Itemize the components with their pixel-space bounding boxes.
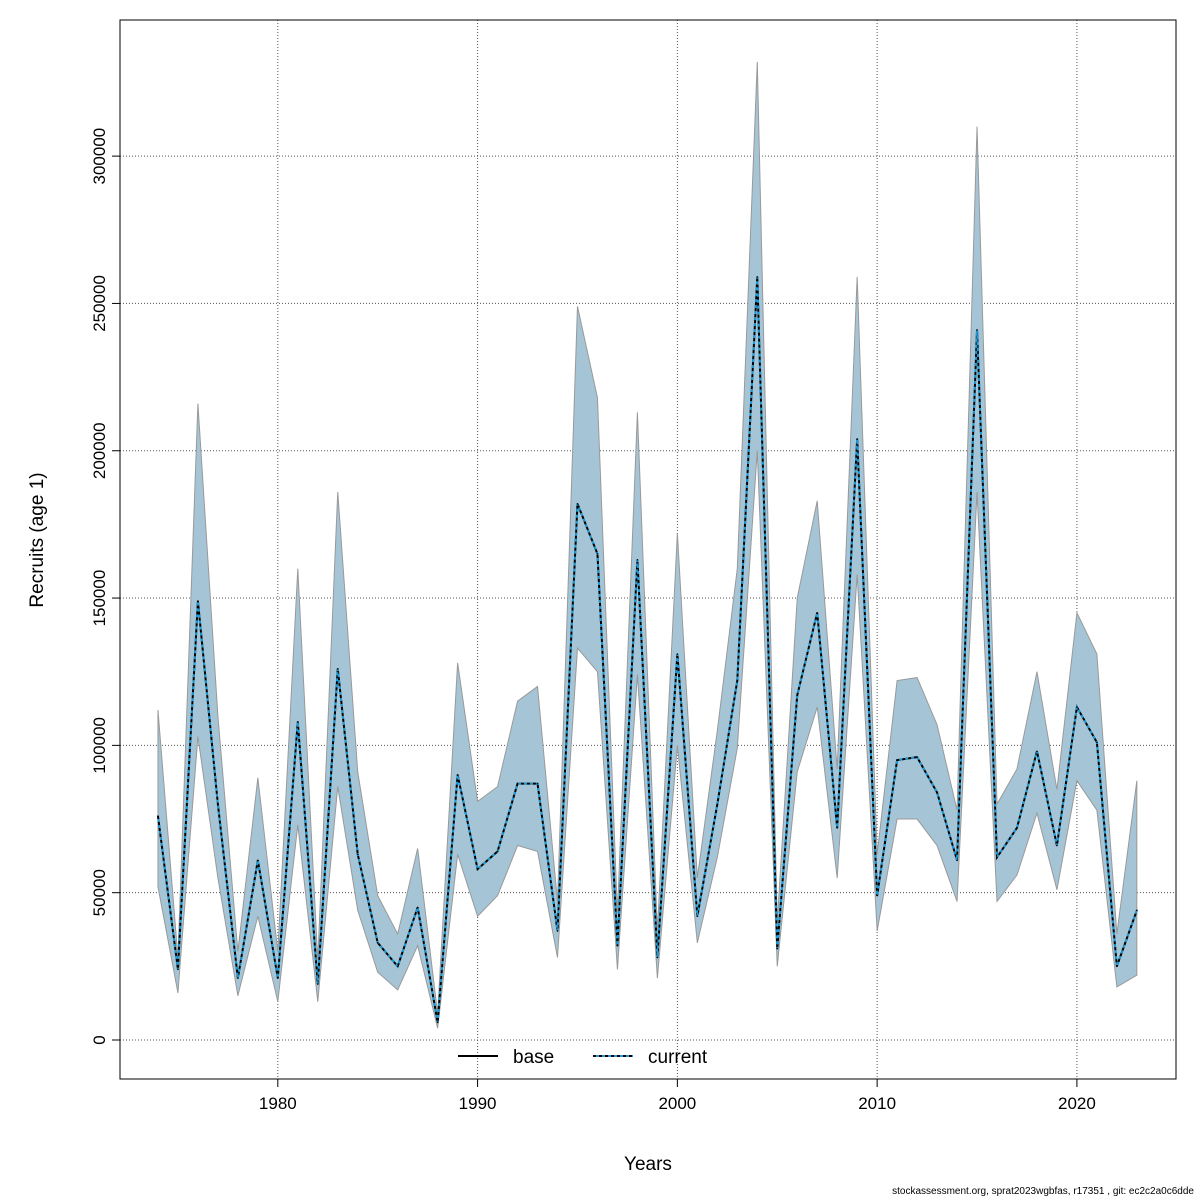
data-point	[257, 859, 259, 862]
plot-frame	[119, 19, 1177, 1080]
y-axis-label: Recruits (age 1)	[27, 472, 48, 607]
legend-base-label: base	[513, 1047, 554, 1068]
y-tick-label: 0	[90, 1035, 109, 1044]
data-point	[277, 977, 279, 979]
data-point	[716, 803, 719, 806]
data-point	[316, 983, 319, 985]
x-axis: 1980 1990 2000 2010 2020	[259, 1079, 1096, 1113]
data-point	[596, 553, 599, 555]
y-tick-label: 200000	[90, 422, 109, 479]
y-tick-label: 300000	[90, 128, 109, 185]
data-point	[1096, 741, 1098, 744]
series-lines	[156, 276, 1138, 1024]
data-point	[376, 941, 379, 944]
data-point	[1136, 909, 1138, 912]
y-tick-label: 150000	[90, 570, 109, 627]
data-point	[1056, 844, 1058, 847]
data-point	[217, 803, 219, 806]
grid	[120, 20, 1176, 1079]
data-point	[576, 502, 579, 505]
data-point	[436, 1021, 439, 1024]
x-axis-label: Years	[624, 1154, 672, 1175]
data-point	[336, 667, 339, 670]
data-point	[996, 856, 998, 859]
data-point	[756, 276, 759, 278]
y-tick-label: 250000	[90, 275, 109, 332]
data-point	[556, 930, 559, 932]
data-point	[916, 756, 918, 758]
legend-current-label: current	[648, 1047, 708, 1068]
confidence-band	[157, 61, 1138, 1029]
data-point	[157, 815, 159, 817]
data-point	[1076, 706, 1078, 708]
data-point	[1036, 750, 1038, 753]
x-tick-label: 2000	[658, 1094, 696, 1113]
x-tick-label: 2020	[1058, 1094, 1096, 1113]
data-point	[816, 611, 819, 614]
data-point	[696, 915, 699, 918]
data-point	[1016, 827, 1018, 829]
data-point	[356, 853, 359, 856]
data-point	[656, 956, 659, 959]
legend: base current	[458, 1047, 708, 1068]
x-tick-label: 2010	[858, 1094, 896, 1113]
data-point	[197, 600, 199, 602]
data-point	[1116, 965, 1118, 968]
data-point	[296, 720, 299, 723]
data-point	[776, 947, 779, 950]
data-point	[796, 694, 799, 697]
data-point	[836, 827, 838, 829]
data-point	[536, 782, 539, 785]
data-point	[636, 558, 639, 561]
data-point	[736, 679, 739, 682]
data-point	[976, 329, 978, 331]
data-point	[496, 850, 499, 853]
data-point	[237, 977, 239, 979]
y-axis: 0 50000 100000 150000 200000 250000 300000	[90, 128, 120, 1045]
data-point	[416, 906, 419, 909]
data-point	[676, 653, 679, 655]
data-point	[456, 774, 459, 776]
x-tick-label: 1980	[259, 1094, 297, 1113]
data-point	[616, 944, 619, 947]
data-point	[876, 894, 878, 897]
data-point	[956, 859, 958, 862]
y-tick-label: 50000	[90, 869, 109, 916]
data-point	[936, 791, 938, 794]
data-point	[396, 965, 399, 968]
series-line-current	[156, 276, 1138, 1023]
data-point	[896, 759, 898, 761]
data-point	[177, 968, 179, 971]
data-point	[476, 868, 479, 870]
x-tick-label: 1990	[459, 1094, 497, 1113]
y-tick-label: 100000	[90, 717, 109, 774]
data-point	[856, 438, 858, 440]
footer-credit: stockassessment.org, sprat2023wgbfas, r1…	[892, 1186, 1194, 1197]
data-point	[516, 782, 519, 785]
